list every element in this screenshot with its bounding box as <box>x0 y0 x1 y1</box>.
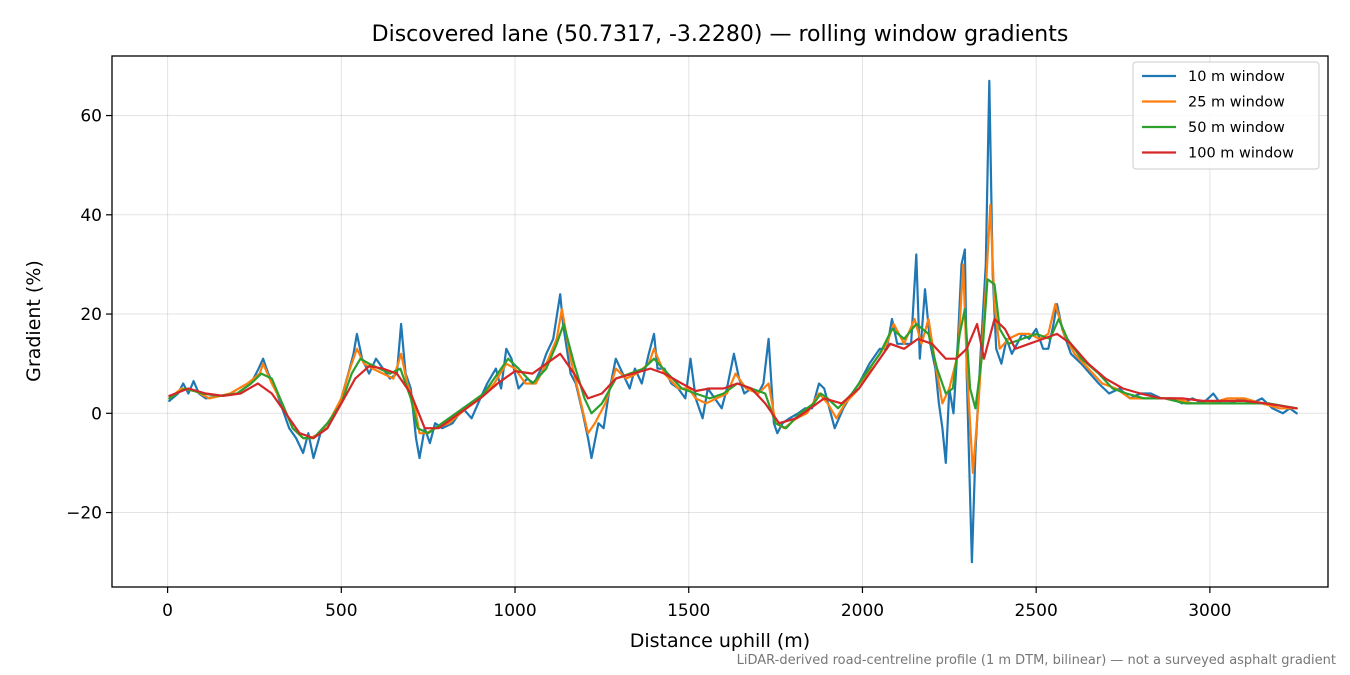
x-tick-label: 3000 <box>1188 601 1231 621</box>
y-tick-label: −20 <box>66 504 102 524</box>
series-line-3 <box>168 278 1298 440</box>
plot-frame <box>111 55 1329 588</box>
y-tick-label: 0 <box>91 404 102 424</box>
x-tick-label: 2000 <box>841 601 884 621</box>
x-tick-label: 0 <box>162 601 173 621</box>
y-tick-label: 20 <box>80 305 102 325</box>
legend: 10 m window 25 m window 50 m window 100 m w… <box>1132 61 1320 170</box>
legend-label: 100 m window <box>1188 146 1294 162</box>
series-line-4 <box>168 317 1298 440</box>
x-tick-label: 2500 <box>1015 601 1058 621</box>
legend-label: 25 m window <box>1188 95 1285 111</box>
legend-box <box>1132 61 1320 170</box>
x-tick-label: 500 <box>325 601 357 621</box>
y-tick-label: 60 <box>80 107 102 127</box>
y-axis-label: Gradient (%) <box>23 260 45 382</box>
grid <box>112 56 1328 587</box>
legend-label: 50 m window <box>1188 120 1285 136</box>
x-tick-label: 1500 <box>667 601 710 621</box>
footnote: LiDAR-derived road-centreline profile (1… <box>737 653 1336 668</box>
x-axis-label: Distance uphill (m) <box>630 630 810 652</box>
axis-ticks: 0 500 1000 1500 2000 2500 3000 −20 0 20 40 60 <box>66 107 1231 621</box>
series-line-2 <box>168 203 1298 474</box>
y-tick-label: 40 <box>80 206 102 226</box>
legend-label: 10 m window <box>1188 69 1285 85</box>
series-lines <box>168 79 1298 564</box>
chart-title: Discovered lane (50.7317, -3.2280) — rol… <box>372 22 1069 47</box>
x-tick-label: 1000 <box>493 601 536 621</box>
